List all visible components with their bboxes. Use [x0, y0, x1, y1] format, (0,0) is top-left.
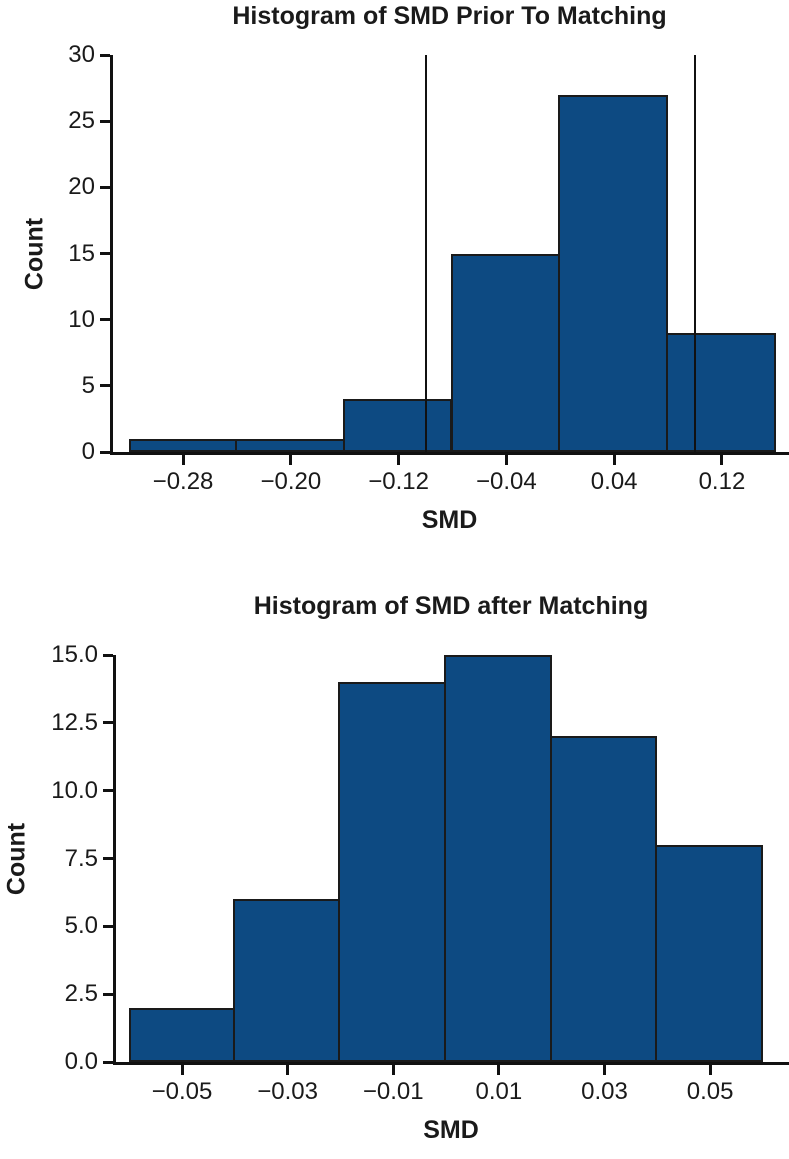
x-axis-tick [180, 1065, 184, 1075]
x-tick-label: −0.12 [368, 468, 429, 495]
y-tick-label: 5.0 [64, 912, 98, 940]
plot-area: −0.05 −0.03 −0.01 0.01 0.03 0.05 0.0 2.5 5.0 7.5 1… [51, 641, 789, 1105]
x-tick-label: 0.03 [581, 1078, 628, 1105]
histogram-bar [232, 899, 341, 1062]
reference-line [424, 55, 427, 452]
y-tick-label: 7.5 [64, 844, 98, 872]
y-tick-label: 0.0 [64, 1048, 98, 1075]
histogram-bar [549, 736, 658, 1062]
x-tick-label: 0.05 [686, 1078, 734, 1105]
x-tick-label: −0.28 [152, 468, 214, 495]
x-axis-label: SMD [421, 506, 478, 534]
y-tick-label: 20 [68, 173, 95, 201]
y-tick-label: 15.0 [51, 641, 98, 668]
figure-smd-prior-to-matching: Histogram of SMD Prior To Matching Count… [0, 0, 789, 556]
y-axis-tick [103, 653, 113, 657]
x-tick-label: 0.12 [698, 468, 746, 495]
histogram-bar [338, 682, 447, 1062]
x-axis-label: SMD [423, 1116, 479, 1144]
x-tick-label: −0.05 [151, 1078, 213, 1105]
histogram-bar [444, 655, 552, 1062]
histogram-bar [129, 438, 237, 452]
x-tick-label: −0.01 [362, 1078, 424, 1105]
x-axis-tick [289, 455, 293, 465]
y-tick-label: 2.5 [64, 980, 98, 1008]
y-axis-tick [103, 789, 113, 793]
histogram-bar [655, 844, 763, 1062]
y-tick-label: 25 [68, 107, 95, 135]
x-axis-tick [504, 455, 508, 465]
y-tick-label: 10.0 [51, 776, 98, 804]
y-axis-tick [100, 185, 110, 189]
histogram-bar [558, 94, 669, 452]
x-tick-label: −0.04 [476, 468, 537, 495]
x-tick-label: −0.03 [257, 1078, 318, 1105]
x-axis-tick [286, 1065, 290, 1075]
x-axis-tick [391, 1065, 395, 1075]
y-axis-tick [100, 53, 110, 57]
x-axis-tick [720, 455, 724, 465]
y-tick-label: 5 [81, 371, 95, 399]
y-axis-tick [103, 857, 113, 860]
x-tick-label: −0.20 [260, 468, 322, 495]
x-axis-tick [497, 1065, 501, 1075]
y-axis-tick [100, 384, 110, 388]
y-axis-tick [100, 450, 110, 454]
histogram-bar [450, 253, 561, 452]
y-tick-label: 30 [68, 41, 95, 68]
histogram-bar [129, 1007, 235, 1062]
x-axis-tick [708, 1065, 712, 1075]
y-axis-tick [103, 992, 113, 996]
x-axis-tick [397, 455, 401, 465]
y-tick-label: 15 [68, 239, 95, 267]
x-tick-label: 0.01 [475, 1078, 523, 1105]
figure-smd-after-matching: Histogram of SMD after Matching Count −0… [0, 580, 789, 1159]
y-tick-label: 12.5 [51, 708, 98, 736]
y-tick-label: 0 [81, 438, 95, 465]
x-axis-tick [181, 455, 185, 465]
histogram-bar [666, 332, 776, 452]
y-axis-tick [100, 318, 110, 322]
x-axis-tick [603, 1065, 607, 1075]
histogram-bar [234, 438, 345, 452]
x-axis-tick [612, 455, 616, 465]
x-tick-label: 0.04 [590, 468, 638, 495]
y-axis-tick [103, 924, 113, 928]
histogram-bar [342, 399, 453, 452]
chart-title: Histogram of SMD Prior To Matching [232, 2, 667, 30]
reference-line [694, 55, 696, 452]
y-axis-tick [103, 1060, 113, 1064]
y-axis-tick [100, 252, 110, 255]
y-axis-tick [100, 119, 110, 123]
chart-title: Histogram of SMD after Matching [253, 592, 649, 620]
y-tick-label: 10 [68, 305, 95, 333]
plot-area: −0.28 −0.20 −0.12 −0.04 0.04 0.12 0 5 10 15 20 25 30 [68, 41, 789, 495]
y-axis-tick [103, 721, 113, 725]
